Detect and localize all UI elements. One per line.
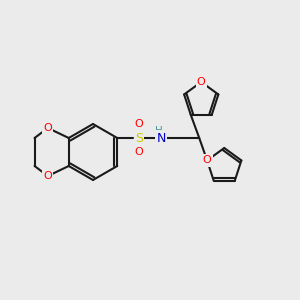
Text: O: O	[197, 77, 206, 87]
Text: O: O	[203, 155, 212, 165]
Text: O: O	[44, 123, 52, 133]
Text: N: N	[157, 131, 166, 145]
Text: O: O	[135, 119, 144, 129]
Text: H: H	[155, 126, 163, 136]
Text: O: O	[135, 147, 144, 157]
Text: O: O	[44, 171, 52, 181]
Text: S: S	[135, 131, 143, 145]
